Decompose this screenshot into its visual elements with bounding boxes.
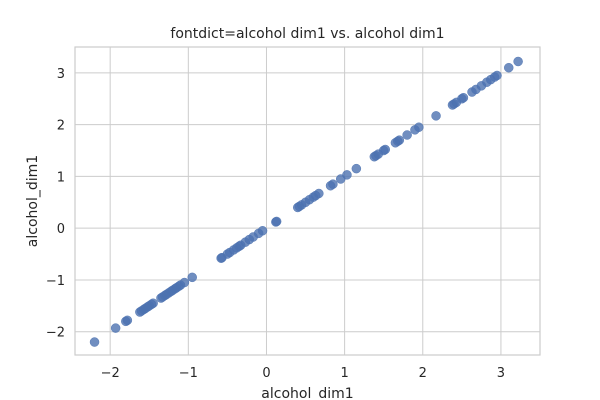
x-axis-label: alcohol_dim1 <box>261 386 353 400</box>
data-point <box>89 337 100 347</box>
data-point <box>110 323 121 333</box>
data-point <box>351 163 362 174</box>
data-point <box>402 130 412 140</box>
y-tick-label: 2 <box>57 119 65 134</box>
y-tick-label: 3 <box>57 67 65 82</box>
y-tick-labels: −2 −1 0 1 2 3 <box>46 67 65 341</box>
y-tick-label: 1 <box>57 170 65 185</box>
data-point <box>271 216 282 227</box>
x-tick-label: 2 <box>419 366 427 381</box>
y-tick-label: −1 <box>46 274 65 289</box>
data-point <box>122 315 133 326</box>
y-tick-label: 0 <box>57 222 65 237</box>
data-point <box>148 298 158 308</box>
x-tick-label: 3 <box>497 366 505 381</box>
data-point <box>492 70 502 81</box>
y-axis-label: alcohol_dim1 <box>25 155 41 247</box>
data-point <box>257 226 268 236</box>
x-tick-label: 0 <box>262 366 270 381</box>
data-points <box>89 56 523 347</box>
data-point <box>431 111 441 121</box>
data-point <box>187 272 197 283</box>
data-point <box>380 144 391 155</box>
data-point <box>503 62 514 73</box>
plot-frame <box>74 46 541 356</box>
data-point <box>179 277 190 288</box>
grid-lines <box>75 47 540 355</box>
x-tick-labels: −2 −1 0 1 2 3 <box>101 366 505 381</box>
x-tick-label: −2 <box>101 366 120 381</box>
y-tick-label: −2 <box>46 326 65 341</box>
data-point <box>314 188 324 199</box>
chart-title: fontdict=alcohol dim1 vs. alcohol dim1 <box>170 26 444 42</box>
x-tick-label: −1 <box>179 366 198 381</box>
data-point <box>513 56 523 67</box>
x-tick-label: 1 <box>340 366 348 381</box>
data-point <box>328 179 338 189</box>
data-point <box>342 170 352 180</box>
data-point <box>414 122 424 132</box>
data-point <box>458 92 469 103</box>
data-point <box>394 135 405 145</box>
